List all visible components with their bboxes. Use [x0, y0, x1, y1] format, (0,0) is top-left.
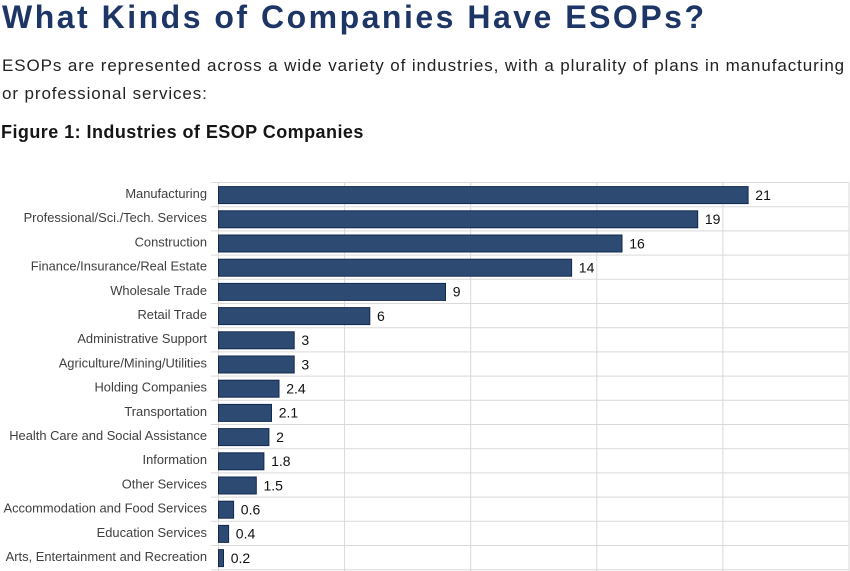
svg-text:9: 9	[453, 284, 461, 300]
svg-text:Construction: Construction	[135, 234, 207, 249]
svg-text:Education Services: Education Services	[97, 525, 207, 540]
svg-text:1.8: 1.8	[271, 453, 291, 469]
svg-text:Finance/Insurance/Real Estate: Finance/Insurance/Real Estate	[31, 259, 207, 274]
svg-text:16: 16	[629, 235, 645, 251]
svg-text:1.5: 1.5	[264, 477, 284, 493]
svg-text:2: 2	[276, 429, 284, 445]
svg-text:Manufacturing: Manufacturing	[125, 186, 207, 201]
svg-text:Administrative Support: Administrative Support	[77, 331, 207, 346]
svg-text:Information: Information	[143, 452, 208, 467]
svg-text:Accommodation and Food Service: Accommodation and Food Services	[4, 501, 208, 516]
svg-text:19: 19	[705, 211, 721, 227]
svg-text:Other Services: Other Services	[122, 476, 207, 491]
svg-text:3: 3	[301, 356, 309, 372]
svg-text:6: 6	[377, 308, 385, 324]
svg-text:Professional/Sci./Tech. Servic: Professional/Sci./Tech. Services	[24, 210, 207, 225]
svg-text:Health Care and Social Assista: Health Care and Social Assistance	[9, 428, 207, 443]
svg-text:Retail Trade: Retail Trade	[137, 307, 207, 322]
svg-text:Arts, Entertainment and Recrea: Arts, Entertainment and Recreation	[6, 549, 207, 564]
svg-text:Wholesale Trade: Wholesale Trade	[110, 283, 207, 298]
svg-text:2.4: 2.4	[286, 381, 306, 397]
svg-text:3: 3	[301, 332, 309, 348]
svg-text:Agriculture/Mining/Utilities: Agriculture/Mining/Utilities	[59, 355, 207, 370]
svg-text:Holding Companies: Holding Companies	[95, 380, 208, 395]
svg-text:14: 14	[579, 260, 595, 276]
svg-text:2.1: 2.1	[279, 405, 299, 421]
svg-text:0.2: 0.2	[231, 550, 251, 566]
svg-text:0.4: 0.4	[236, 526, 256, 542]
svg-text:0.6: 0.6	[241, 502, 261, 518]
svg-text:21: 21	[755, 187, 771, 203]
svg-text:Transportation: Transportation	[124, 404, 207, 419]
